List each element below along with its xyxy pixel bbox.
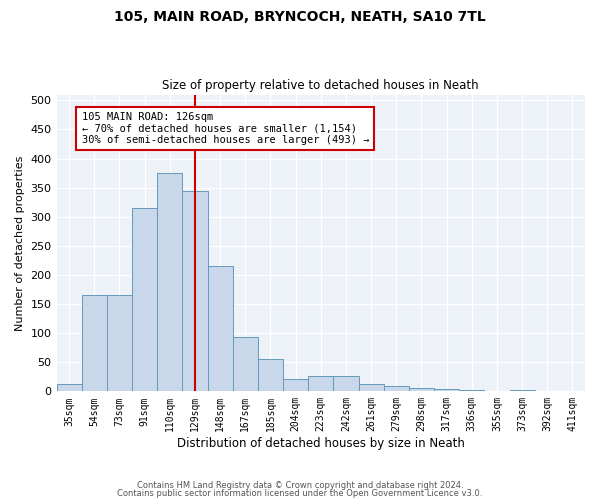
X-axis label: Distribution of detached houses by size in Neath: Distribution of detached houses by size …: [177, 437, 465, 450]
Bar: [484, 391, 509, 392]
Bar: [383, 386, 409, 392]
Text: 105 MAIN ROAD: 126sqm
← 70% of detached houses are smaller (1,154)
30% of semi-d: 105 MAIN ROAD: 126sqm ← 70% of detached …: [82, 112, 369, 145]
Bar: [509, 390, 535, 392]
Bar: [258, 360, 283, 392]
Bar: [157, 173, 182, 392]
Text: Contains public sector information licensed under the Open Government Licence v3: Contains public sector information licen…: [118, 488, 482, 498]
Y-axis label: Number of detached properties: Number of detached properties: [15, 156, 25, 330]
Bar: [283, 378, 308, 392]
Bar: [208, 266, 233, 392]
Text: Contains HM Land Registry data © Crown copyright and database right 2024.: Contains HM Land Registry data © Crown c…: [137, 481, 463, 490]
Bar: [233, 337, 258, 392]
Bar: [132, 208, 157, 392]
Bar: [560, 391, 585, 392]
Bar: [434, 389, 459, 392]
Bar: [56, 384, 82, 392]
Bar: [82, 296, 107, 392]
Bar: [409, 388, 434, 392]
Bar: [107, 296, 132, 392]
Bar: [308, 376, 334, 392]
Text: 105, MAIN ROAD, BRYNCOCH, NEATH, SA10 7TL: 105, MAIN ROAD, BRYNCOCH, NEATH, SA10 7T…: [114, 10, 486, 24]
Bar: [535, 391, 560, 392]
Bar: [459, 390, 484, 392]
Bar: [359, 384, 383, 392]
Bar: [182, 190, 208, 392]
Title: Size of property relative to detached houses in Neath: Size of property relative to detached ho…: [163, 79, 479, 92]
Bar: [334, 376, 359, 392]
